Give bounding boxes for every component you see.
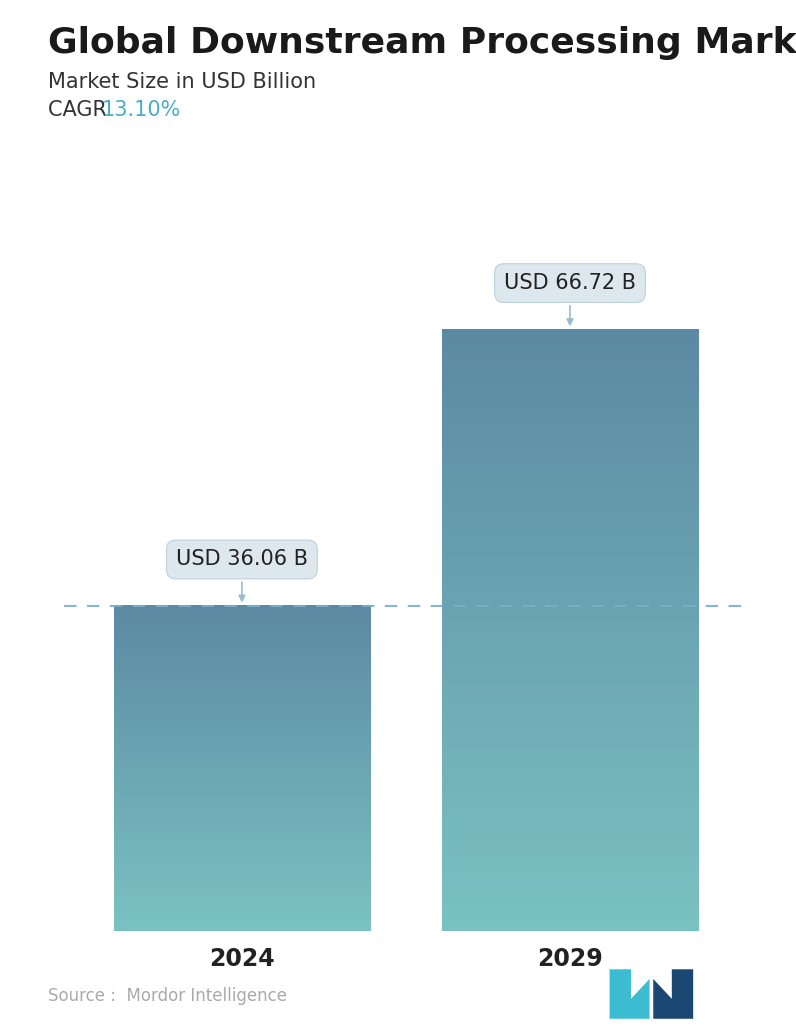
Text: Global Downstream Processing Market: Global Downstream Processing Market [48, 26, 796, 60]
Text: Source :  Mordor Intelligence: Source : Mordor Intelligence [48, 987, 287, 1005]
Polygon shape [610, 969, 650, 1018]
Text: 13.10%: 13.10% [102, 100, 181, 120]
Text: CAGR: CAGR [48, 100, 113, 120]
Text: Market Size in USD Billion: Market Size in USD Billion [48, 72, 316, 92]
Text: USD 66.72 B: USD 66.72 B [504, 273, 636, 325]
Text: USD 36.06 B: USD 36.06 B [176, 549, 308, 601]
Polygon shape [654, 969, 693, 1018]
